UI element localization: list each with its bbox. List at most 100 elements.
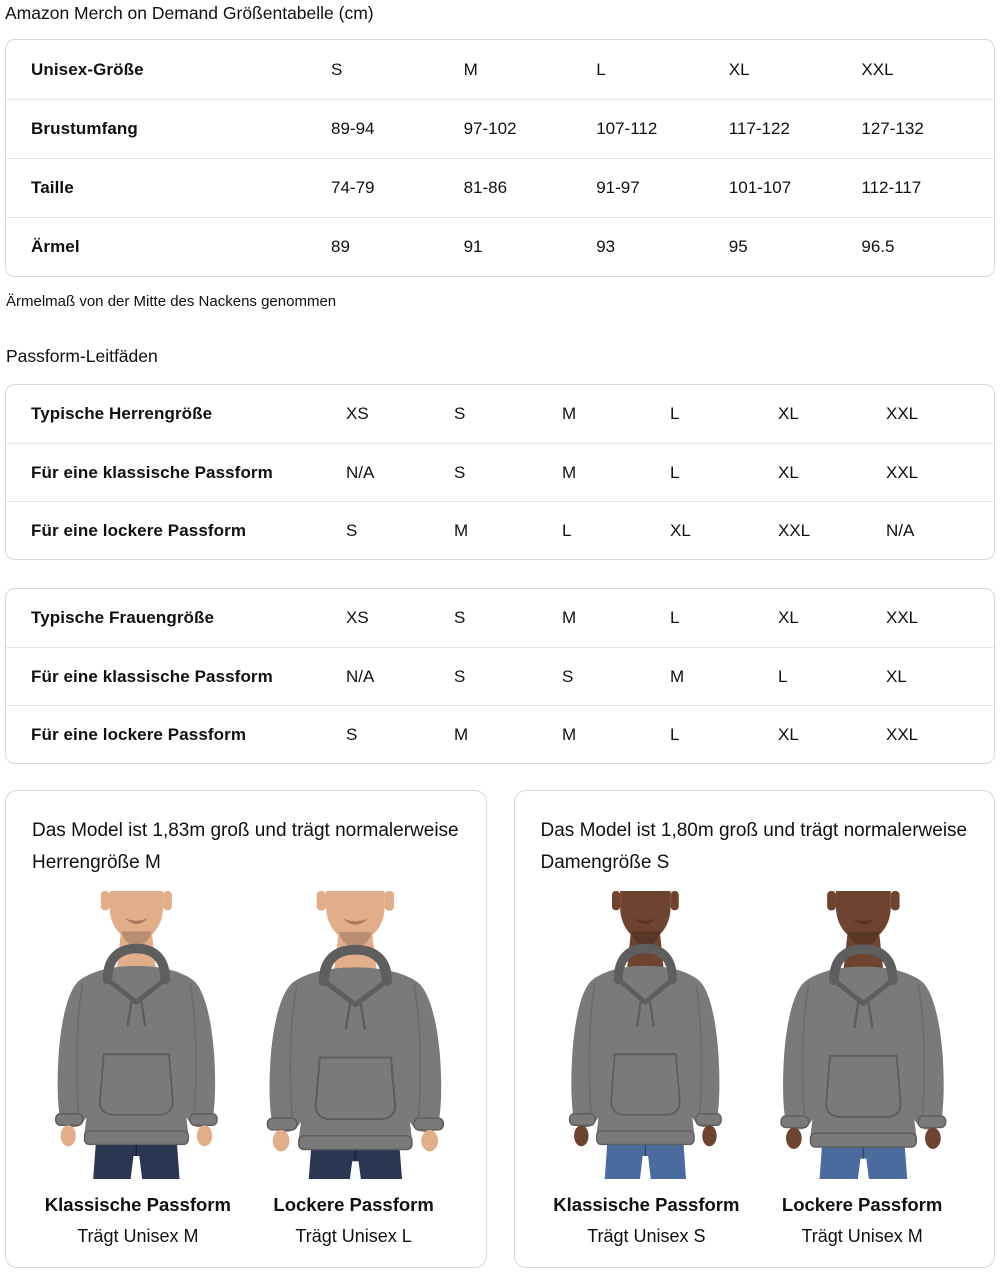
model-photo-loose-fit [757,891,970,1179]
size-cell: M [562,608,577,627]
model-card-women: Das Model ist 1,80m groß und trägt norma… [513,790,995,1268]
size-cell: 117-122 [728,119,790,138]
model-figure-svg [249,891,462,1179]
size-cell: 101-107 [728,178,792,197]
size-cell: M [454,520,469,540]
size-cell: 74-79 [331,178,375,197]
size-cell: XS [346,608,369,627]
size-cell: M [562,724,577,744]
size-cell: 112-117 [861,178,922,197]
fit-label: Lockere Passform [273,1194,434,1215]
photo-captions: Klassische Passform Trägt Unisex M Locke… [30,1193,462,1247]
size-label: Trägt Unisex S [587,1226,706,1246]
size-cell: S [454,404,466,423]
row-label: Taille [31,178,74,197]
model-photos [538,891,970,1179]
fit-table-women: Typische Frauengröße XS S M L XL XXL Für… [5,588,995,764]
row-label: Für eine klassische Passform [31,666,273,686]
size-cell: M [463,59,478,79]
model-figure-svg [30,891,243,1179]
size-cell: N/A [886,520,915,540]
model-photo-classic-fit [30,891,243,1179]
size-cell: XXL [778,520,811,540]
size-cell: S [331,59,343,79]
photo-captions: Klassische Passform Trägt Unisex S Locke… [539,1193,971,1247]
size-cell: L [778,666,788,686]
size-cell: XXL [886,462,919,482]
size-cell: XL [778,724,799,744]
caption-classic: Klassische Passform Trägt Unisex M [30,1193,246,1247]
size-cell: XL [778,608,799,627]
row-label: Unisex-Größe [31,59,144,79]
model-description: Das Model ist 1,80m groß und trägt norma… [540,820,968,873]
size-cell: L [562,520,572,540]
row-label: Ärmel [31,237,80,256]
caption-loose: Lockere Passform Trägt Unisex M [754,1193,970,1247]
size-cell: L [670,462,680,482]
size-cell: 97-102 [463,119,517,138]
size-cell: XL [778,404,799,423]
model-photos [30,891,462,1179]
size-cell: S [562,666,574,686]
size-cell: M [562,404,577,423]
size-cell: 89 [331,237,350,256]
model-photo-classic-fit [538,891,752,1179]
size-cell: 89-94 [331,119,375,138]
size-cell: S [346,724,358,744]
sleeve-measure-note: Ärmelmaß von der Mitte des Nackens genom… [6,293,337,310]
size-cell: 81-86 [463,178,508,197]
size-cell: XXL [861,59,894,79]
table-row: Typische Herrengröße XS S M L XL XXL [6,385,994,443]
row-label: Für eine lockere Passform [31,520,247,540]
size-cell: 107-112 [596,119,658,138]
model-card-men: Das Model ist 1,83m groß und trägt norma… [5,790,487,1268]
size-cell: S [454,666,466,686]
size-cell: 96.5 [861,237,895,256]
row-label: Für eine klassische Passform [31,462,273,482]
table-row: Typische Frauengröße XS S M L XL XXL [6,589,994,647]
size-cell: N/A [346,666,375,686]
size-cell: XS [346,404,369,423]
size-cell: XL [886,666,907,686]
size-cell: N/A [346,462,375,482]
size-cell: XL [778,462,799,482]
size-cell: L [670,724,680,744]
size-cell: XXL [886,404,919,423]
row-label: Typische Frauengröße [31,608,215,627]
section-heading: Passform-Leitfäden [6,346,158,366]
model-description: Das Model ist 1,83m groß und trägt norma… [32,820,459,873]
size-cell: L [670,404,680,423]
table-row: Brustumfang 89-94 97-102 107-112 117-122… [6,99,994,158]
size-table: Unisex-Größe S M L XL XXL Brustumfang 89… [5,39,995,277]
table-row: Für eine klassische Passform N/A S M L X… [6,443,994,501]
model-figure-svg [757,891,970,1179]
model-figure-svg [539,891,752,1179]
size-cell: XXL [886,608,919,627]
size-cell: 91-97 [596,178,640,197]
table-row: Für eine lockere Passform S M L XL XXL N… [6,501,994,559]
size-cell: S [454,608,466,627]
table-row: Für eine klassische Passform N/A S S M L… [6,647,994,705]
size-cell: S [346,520,358,540]
row-label: Typische Herrengröße [31,404,213,423]
caption-loose: Lockere Passform Trägt Unisex L [246,1193,462,1247]
size-cell: XL [728,59,750,79]
caption-classic: Klassische Passform Trägt Unisex S [539,1193,755,1247]
size-label: Trägt Unisex L [295,1226,412,1246]
model-photo-loose-fit [248,891,462,1179]
size-cell: XL [670,520,691,540]
table-row: Ärmel 89 91 93 95 96.5 [6,217,994,276]
table-row: Unisex-Größe S M L XL XXL [6,40,994,99]
size-cell: M [454,724,469,744]
fit-label: Klassische Passform [44,1194,231,1215]
fit-label: Lockere Passform [781,1194,943,1215]
size-label: Trägt Unisex M [801,1226,923,1246]
size-cell: 93 [596,237,616,256]
size-cell: 95 [728,237,748,256]
size-cell: S [454,462,466,482]
size-cell: L [596,59,606,79]
size-cell: M [562,462,577,482]
size-cell: XXL [886,724,919,744]
fit-label: Klassische Passform [553,1194,740,1215]
table-row: Taille 74-79 81-86 91-97 101-107 112-117 [6,158,994,217]
